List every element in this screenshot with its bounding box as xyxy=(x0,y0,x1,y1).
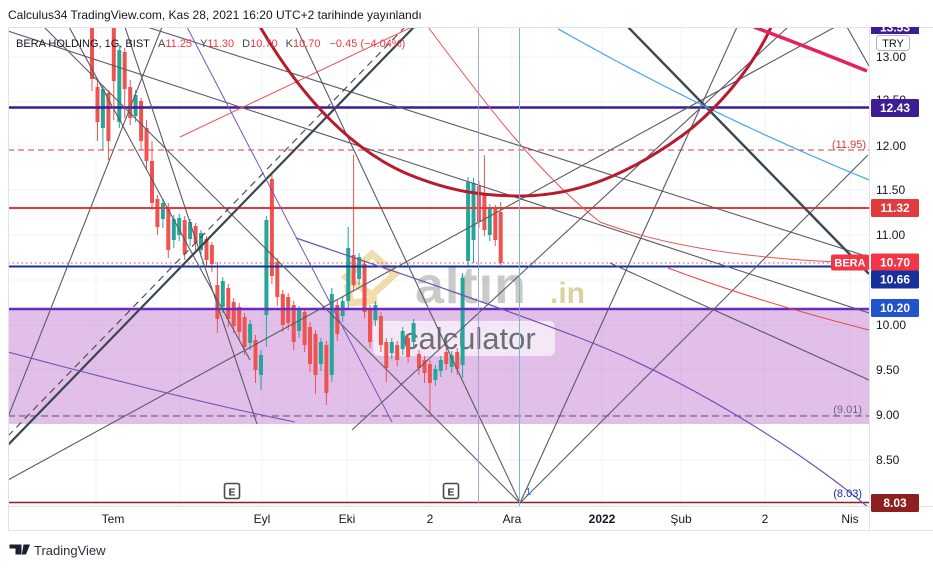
svg-text:12.43: 12.43 xyxy=(880,101,910,115)
svg-text:2: 2 xyxy=(427,512,434,526)
svg-text:Eki: Eki xyxy=(339,512,356,526)
svg-text:Şub: Şub xyxy=(670,512,692,526)
svg-text:Eyl: Eyl xyxy=(254,512,271,526)
svg-text:12.00: 12.00 xyxy=(876,139,906,153)
svg-text:11.00: 11.00 xyxy=(876,228,905,242)
svg-text:10.00: 10.00 xyxy=(876,318,906,332)
svg-text:1: 1 xyxy=(526,486,532,498)
svg-text:Calculus34 TradingView.com, Ka: Calculus34 TradingView.com, Kas 28, 2021… xyxy=(8,8,422,22)
svg-text:10.20: 10.20 xyxy=(880,301,910,315)
svg-text:(8.03): (8.03) xyxy=(833,488,862,500)
svg-text:2022: 2022 xyxy=(589,512,616,526)
svg-text:2: 2 xyxy=(762,512,769,526)
svg-text:8.03: 8.03 xyxy=(883,496,907,510)
svg-text:8.50: 8.50 xyxy=(876,453,900,467)
svg-text:TradingView: TradingView xyxy=(34,543,106,558)
svg-text:13.00: 13.00 xyxy=(876,50,906,64)
svg-text:TRY: TRY xyxy=(882,38,904,50)
svg-text:10.66: 10.66 xyxy=(880,273,910,287)
svg-text:Nis: Nis xyxy=(841,512,858,526)
svg-text:BERA: BERA xyxy=(834,258,865,270)
svg-text:Ara: Ara xyxy=(503,512,522,526)
svg-text:.in: .in xyxy=(550,277,585,310)
svg-text:(9.01): (9.01) xyxy=(833,404,862,416)
svg-text:BERA HOLDING, 1G, BIST: BERA HOLDING, 1G, BIST xyxy=(16,38,150,50)
svg-text:(11.95): (11.95) xyxy=(832,139,866,151)
svg-text:E: E xyxy=(228,487,235,499)
svg-text:11.50: 11.50 xyxy=(876,183,905,197)
svg-text:calculator: calculator xyxy=(403,321,536,356)
svg-text:10.70: 10.70 xyxy=(880,256,910,270)
svg-text:E: E xyxy=(447,487,454,499)
svg-text:Tem: Tem xyxy=(102,512,125,526)
svg-text:13.53: 13.53 xyxy=(880,21,910,35)
svg-text:9.00: 9.00 xyxy=(876,408,900,422)
svg-text:9.50: 9.50 xyxy=(876,363,900,377)
svg-text:11.32: 11.32 xyxy=(880,201,910,215)
